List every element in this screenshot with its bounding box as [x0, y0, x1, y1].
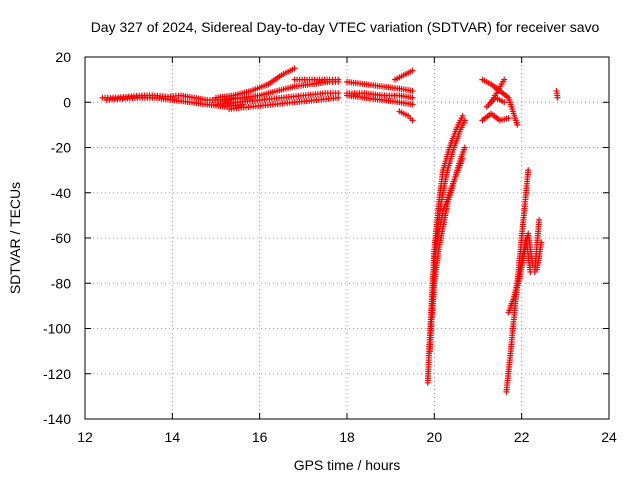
y-tick-label: -80	[51, 275, 71, 291]
x-tick-label: 12	[77, 429, 93, 445]
series-arc-2	[221, 78, 342, 103]
series-mid-5	[396, 108, 416, 124]
y-tick-label: -20	[51, 140, 71, 156]
x-tick-label: 20	[427, 429, 443, 445]
x-tick-label: 24	[601, 429, 617, 445]
series-mid-6	[392, 67, 416, 83]
y-axis-label: SDTVAR / TECUs	[7, 182, 23, 294]
data-point	[461, 144, 468, 151]
data-point	[538, 239, 545, 246]
data-point	[459, 112, 466, 119]
x-axis-label: GPS time / hours	[294, 457, 401, 473]
x-tick-label: 16	[252, 429, 268, 445]
tick-labels: 12 14 16 18 20 22 24 20 0 -20 -40 -60 -80 -100 -120 -14…	[43, 49, 617, 445]
series-late-point	[553, 87, 561, 101]
data-point	[409, 94, 416, 101]
data-point	[335, 76, 342, 83]
x-tick-label: 18	[339, 429, 355, 445]
axis-ticks	[84, 56, 610, 420]
y-tick-label: -60	[51, 230, 71, 246]
series-right-1	[479, 76, 521, 128]
series-steep-late-3	[507, 230, 545, 309]
data-point	[291, 65, 298, 72]
y-tick-label: -40	[51, 185, 71, 201]
data-point	[461, 117, 468, 124]
x-tick-label: 22	[514, 429, 530, 445]
data-point	[525, 167, 532, 174]
data-point	[459, 155, 466, 162]
y-tick-label: -140	[43, 411, 71, 427]
data-point	[505, 115, 512, 122]
data-point	[536, 216, 543, 223]
y-tick-label: 0	[63, 94, 71, 110]
data-point	[501, 99, 508, 106]
data-point	[409, 117, 416, 124]
data-point	[409, 67, 416, 74]
series-right-2	[479, 110, 512, 124]
data-point	[514, 121, 521, 128]
series-mid-2	[344, 78, 416, 94]
series-arc-upper	[213, 65, 298, 101]
series-mid-1	[291, 76, 342, 83]
data-point	[335, 94, 342, 101]
series-arc-4	[226, 94, 342, 113]
series-steep-4	[431, 155, 466, 264]
data-point	[409, 87, 416, 94]
y-tick-label: -100	[43, 321, 71, 337]
data-point	[409, 101, 416, 108]
data-points	[99, 65, 561, 395]
y-tick-label: 20	[55, 49, 71, 65]
series-right-4	[488, 76, 508, 106]
data-point	[554, 94, 561, 101]
series-mid-3	[344, 90, 416, 101]
x-tick-label: 14	[165, 429, 181, 445]
series-mid-4	[344, 92, 416, 108]
data-point	[501, 76, 508, 83]
chart-title: Day 327 of 2024, Sidereal Day-to-day VTE…	[91, 19, 600, 35]
series-arc-3	[213, 90, 342, 108]
y-tick-label: -120	[43, 366, 71, 382]
